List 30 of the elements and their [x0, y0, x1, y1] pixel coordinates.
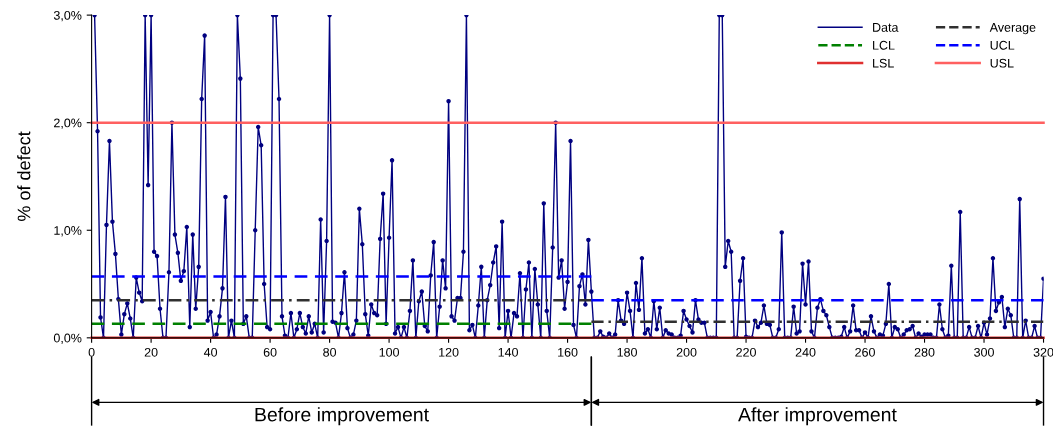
x-tick-label: 100 — [379, 347, 400, 357]
text: Before improvement — [255, 407, 429, 426]
y-tick-label: 3,0% — [53, 10, 82, 22]
x-tick-label: 320 — [1033, 347, 1053, 357]
x-tick-label: 120 — [439, 347, 459, 357]
legend-label: UCL — [990, 40, 1015, 50]
x-tick-label: 80 — [323, 347, 337, 357]
x-tick-label: 60 — [263, 347, 277, 357]
legend-label: Average — [989, 23, 1036, 35]
x-tick-label: 0 — [88, 347, 95, 357]
x-tick-label: 180 — [617, 347, 637, 357]
x-tick-label: 300 — [974, 347, 994, 357]
x-tick-label: 200 — [676, 347, 697, 357]
x-tick-label: 160 — [558, 347, 578, 357]
x-tick-label: 40 — [203, 347, 218, 357]
x-tick-label: 280 — [914, 347, 935, 357]
y-axis-title: % of defect — [17, 131, 31, 221]
y-tick-label: 0,0% — [53, 333, 82, 344]
legend-label: LSL — [873, 58, 894, 68]
x-tick-label: 240 — [795, 347, 816, 357]
x-tick-label: 20 — [144, 347, 158, 357]
y-tick-label: 1,0% — [54, 226, 82, 237]
text: After improvement — [738, 407, 897, 426]
x-tick-label: 260 — [855, 347, 875, 357]
legend-label: USL — [990, 58, 1014, 68]
legend-label: LCL — [873, 40, 895, 50]
y-tick-label: 2,0% — [54, 118, 82, 129]
x-tick-label: 140 — [498, 347, 519, 357]
x-tick-label: 220 — [736, 347, 756, 357]
legend-label: Data — [873, 23, 899, 32]
